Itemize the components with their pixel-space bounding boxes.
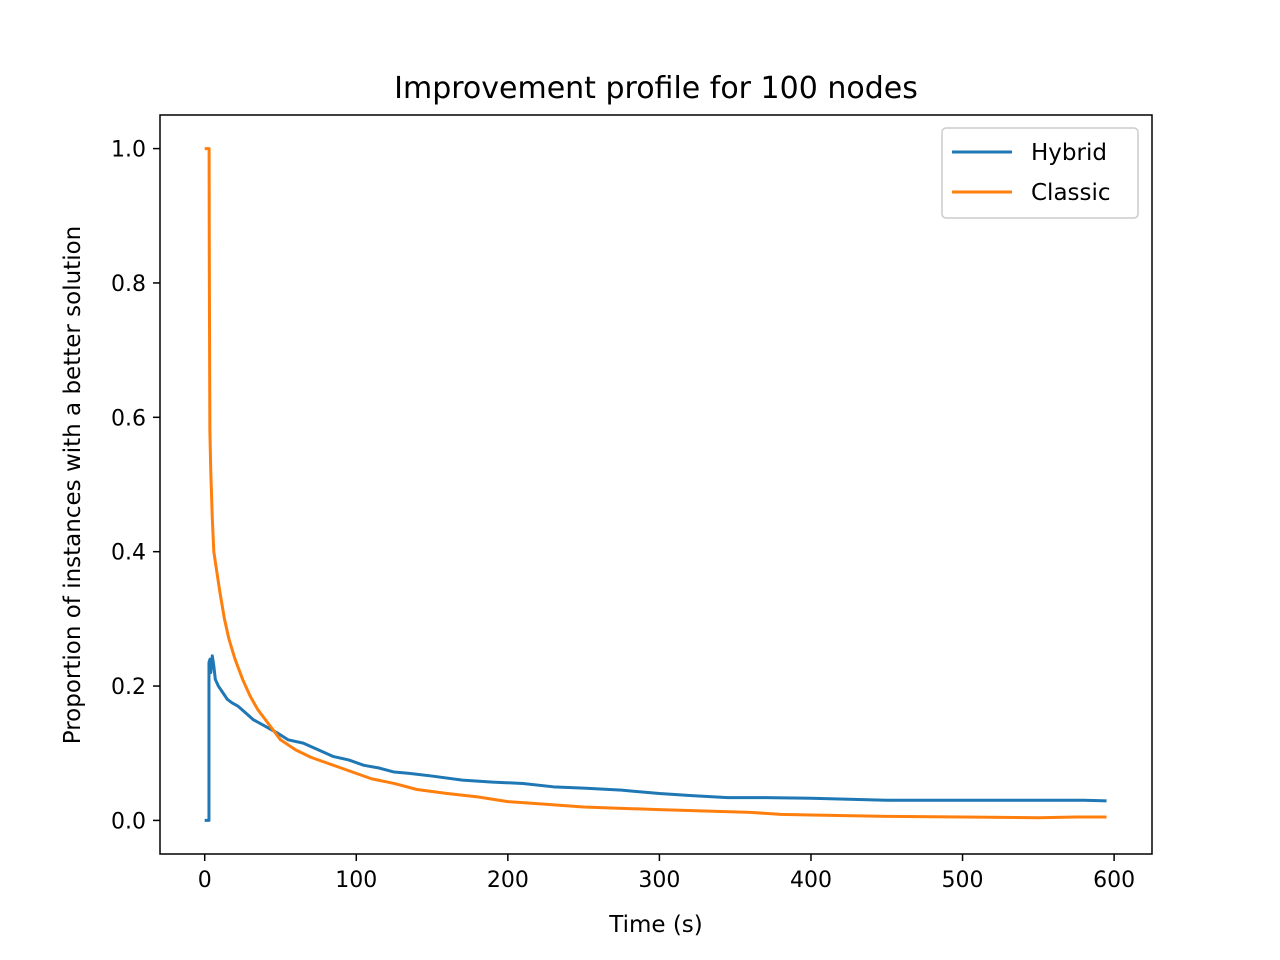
- plot-area: [160, 115, 1152, 854]
- x-tick-label: 200: [487, 868, 529, 893]
- plot-frame: [159, 114, 1153, 855]
- x-tick-label: 400: [790, 868, 832, 893]
- x-tick-label: 100: [335, 868, 377, 893]
- x-tick-label: 600: [1093, 868, 1135, 893]
- series-line-classic: [204, 147, 1107, 820]
- y-tick-label: 0.2: [111, 675, 146, 700]
- y-axis-ticks: 0.0 0.2 0.4 0.6 0.8 1.0: [111, 138, 160, 834]
- chart-title: Improvement profile for 100 nodes: [394, 71, 918, 106]
- legend-label-hybrid: Hybrid: [1031, 140, 1107, 166]
- x-tick-label: 500: [942, 868, 984, 893]
- x-tick-label: 0: [198, 868, 212, 893]
- y-axis-label: Proportion of instances with a better so…: [60, 226, 86, 745]
- y-tick-label: 0.8: [111, 272, 146, 297]
- x-axis-label: Time (s): [608, 912, 703, 938]
- series-lines: [204, 147, 1107, 822]
- legend-label-classic: Classic: [1031, 180, 1111, 206]
- y-tick-label: 0.0: [111, 809, 146, 834]
- y-tick-label: 0.6: [111, 406, 146, 431]
- y-tick-label: 1.0: [111, 138, 146, 163]
- series-line-hybrid: [204, 654, 1107, 822]
- x-axis-ticks: 0 100 200 300 400 500 600: [198, 854, 1135, 893]
- x-tick-label: 300: [638, 868, 680, 893]
- y-tick-label: 0.4: [111, 541, 146, 566]
- legend: Hybrid Classic: [941, 127, 1139, 219]
